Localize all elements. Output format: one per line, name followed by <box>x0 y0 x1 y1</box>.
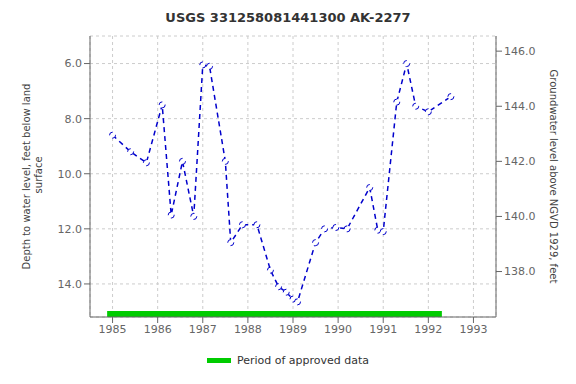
svg-text:1992: 1992 <box>414 323 442 336</box>
svg-text:8.0: 8.0 <box>65 113 83 126</box>
svg-text:144.0: 144.0 <box>504 100 536 113</box>
svg-text:142.0: 142.0 <box>504 155 536 168</box>
svg-text:1989: 1989 <box>279 323 307 336</box>
svg-text:Groundwater level above NGVD 1: Groundwater level above NGVD 1929, feet <box>548 70 559 284</box>
svg-text:1987: 1987 <box>189 323 217 336</box>
svg-text:1986: 1986 <box>144 323 172 336</box>
svg-text:6.0: 6.0 <box>65 57 83 70</box>
svg-text:1990: 1990 <box>324 323 352 336</box>
svg-text:140.0: 140.0 <box>504 210 536 223</box>
svg-text:1988: 1988 <box>234 323 262 336</box>
svg-text:1993: 1993 <box>459 323 487 336</box>
html-text:USGS 331258081441300 AK-2277: USGS 331258081441300 AK-2277 <box>165 10 411 25</box>
svg-text:10.0: 10.0 <box>58 168 83 181</box>
svg-text:146.0: 146.0 <box>504 45 536 58</box>
svg-text:1985: 1985 <box>99 323 127 336</box>
svg-text:1991: 1991 <box>369 323 397 336</box>
html-text:Period of approved data: Period of approved data <box>236 353 370 367</box>
svg-text:14.0: 14.0 <box>58 278 83 291</box>
svg-text:138.0: 138.0 <box>504 265 536 278</box>
svg-text:Depth to water level, feet bel: Depth to water level, feet below land su… <box>21 84 44 270</box>
svg-text:12.0: 12.0 <box>58 223 83 236</box>
